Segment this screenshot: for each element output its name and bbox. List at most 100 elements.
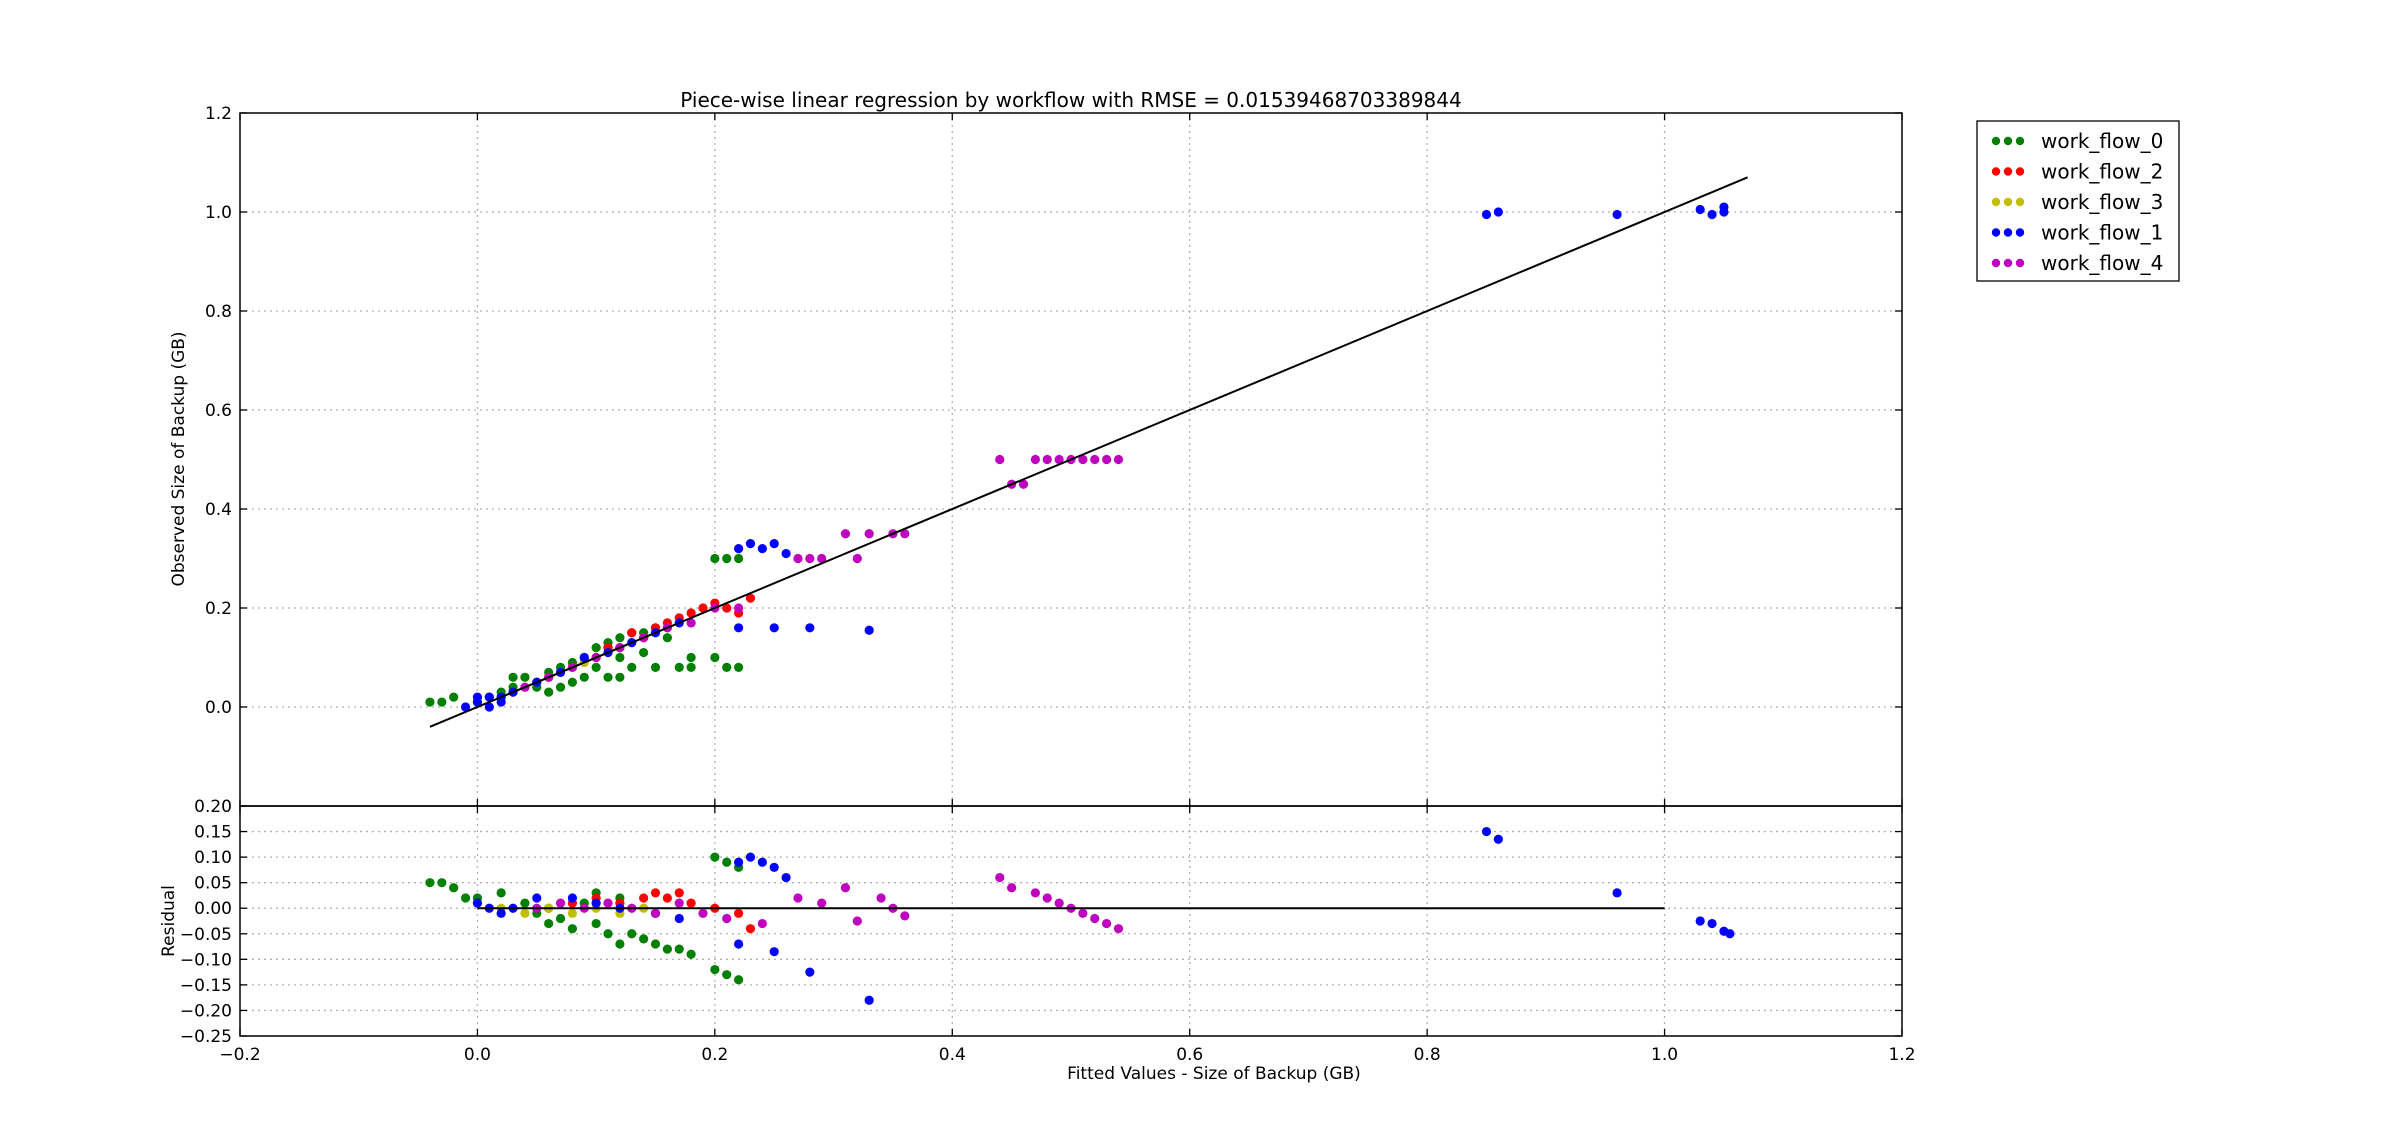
residual-point-work_flow_0 [674, 944, 684, 954]
residual-point-work_flow_4 [817, 898, 827, 908]
residual-point-work_flow_4 [1090, 913, 1100, 924]
residual-x-axis-label: Fitted Values - Size of Backup (GB) [1067, 1064, 1361, 1084]
residual-point-work_flow_2 [686, 898, 696, 908]
regression-point-work_flow_4 [1113, 454, 1124, 465]
regression-point-work_flow_4 [805, 553, 815, 564]
regression-point-work_flow_1 [484, 692, 494, 702]
regression-y-tick-label: 0.4 [205, 500, 232, 520]
regression-series-work_flow_4 [520, 454, 1124, 692]
residual-plot-frame [239, 805, 1903, 1037]
residual-point-work_flow_2 [639, 893, 649, 903]
residual-point-work_flow_0 [460, 893, 471, 903]
legend-marker [2015, 167, 2025, 176]
residual-point-work_flow_0 [639, 934, 649, 944]
x-tick-label: 0.0 [464, 1045, 491, 1065]
residual-point-work_flow_1 [532, 893, 542, 903]
residual-point-work_flow_0 [722, 970, 732, 980]
residual-point-work_flow_0 [567, 924, 578, 934]
regression-point-work_flow_0 [579, 672, 589, 682]
residual-point-work_flow_2 [650, 888, 661, 898]
legend-marker [2003, 167, 2013, 176]
residual-point-work_flow_1 [757, 857, 767, 867]
regression-point-work_flow_2 [745, 593, 756, 603]
regression-point-work_flow_1 [757, 544, 767, 554]
legend-marker [2015, 197, 2025, 207]
residual-point-work_flow_0 [627, 929, 637, 939]
regression-point-work_flow_4 [864, 529, 874, 539]
regression-point-work_flow_1 [1707, 209, 1717, 220]
residual-point-work_flow_4 [1042, 893, 1052, 903]
regression-point-work_flow_1 [805, 623, 815, 633]
residual-point-work_flow_4 [1078, 908, 1088, 918]
regression-point-work_flow_1 [864, 625, 874, 635]
regression-point-work_flow_4 [1018, 479, 1029, 489]
residual-point-work_flow_2 [662, 893, 672, 903]
legend-marker [1991, 167, 2001, 176]
residual-y-tick-label: 0.20 [194, 797, 232, 817]
legend-item-work_flow_2: work_flow_2 [1991, 160, 2163, 184]
residual-point-work_flow_0 [710, 964, 720, 975]
legend-marker [1991, 197, 2001, 207]
regression-point-work_flow_4 [900, 529, 910, 539]
x-tick-label: 1.2 [1888, 1045, 1915, 1065]
legend-label: work_flow_3 [2041, 190, 2163, 214]
residual-point-work_flow_4 [1102, 918, 1112, 929]
residual-point-work_flow_4 [650, 908, 661, 918]
residual-point-work_flow_0 [555, 913, 566, 924]
chart-title: Piece-wise linear regression by workflow… [680, 88, 1461, 112]
regression-y-ticks: 0.0 0.2 0.4 0.6 0.8 1.0 1.2 [205, 104, 232, 718]
regression-point-work_flow_4 [686, 618, 696, 628]
regression-point-work_flow_0 [686, 662, 696, 673]
regression-point-work_flow_0 [686, 652, 696, 663]
regression-point-work_flow_2 [627, 628, 637, 638]
residual-point-work_flow_0 [520, 898, 530, 908]
residual-y-axis-label: Residual [159, 885, 179, 957]
residual-point-work_flow_4 [900, 911, 910, 921]
residual-y-tick-label: −0.15 [180, 976, 232, 996]
regression-point-work_flow_1 [734, 623, 744, 633]
residual-point-work_flow_1 [769, 862, 779, 872]
regression-point-work_flow_1 [769, 539, 779, 549]
residual-y-ticks: −0.25 −0.20 −0.15 −0.10 −0.05 0.00 0.05 0.10 0.1… [180, 797, 232, 1047]
residual-point-work_flow_0 [496, 888, 506, 898]
residual-point-work_flow_4 [555, 898, 566, 908]
residual-point-work_flow_1 [1695, 916, 1705, 926]
regression-point-work_flow_0 [544, 687, 554, 697]
regression-point-work_flow_1 [472, 692, 483, 702]
residual-point-work_flow_4 [674, 898, 684, 908]
legend-item-work_flow_1: work_flow_1 [1991, 221, 2163, 245]
regression-point-work_flow_1 [734, 544, 744, 554]
regression-point-work_flow_1 [769, 623, 779, 633]
residual-x-ticks: −0.2 0.0 0.2 0.4 0.6 0.8 1.0 1.2 [219, 1045, 1915, 1065]
residual-y-tick-label: −0.10 [180, 950, 232, 970]
regression-point-work_flow_0 [615, 672, 625, 682]
legend-marker [2003, 228, 2013, 237]
residual-point-work_flow_4 [876, 893, 886, 903]
regression-point-work_flow_0 [722, 553, 732, 564]
x-tick-label: 0.6 [1176, 1045, 1203, 1065]
residual-point-work_flow_1 [745, 852, 756, 862]
legend-marker [1991, 228, 2001, 237]
residual-point-work_flow_0 [662, 944, 672, 954]
regression-point-work_flow_4 [817, 553, 827, 564]
regression-point-work_flow_0 [615, 633, 625, 643]
residual-point-work_flow_0 [544, 918, 554, 929]
residual-y-tick-label: 0.00 [194, 899, 232, 919]
residual-point-work_flow_0 [650, 939, 661, 949]
residual-panel: −0.25 −0.20 −0.15 −0.10 −0.05 0.00 0.05 0.10 0.1… [159, 797, 1916, 1084]
residual-y-tick-label: 0.05 [194, 874, 232, 894]
residual-point-work_flow_4 [793, 893, 803, 903]
residual-point-work_flow_1 [781, 872, 791, 883]
x-tick-label: 1.0 [1651, 1045, 1678, 1065]
regression-point-work_flow_0 [591, 662, 601, 673]
regression-point-work_flow_1 [460, 702, 471, 712]
legend-item-work_flow_0: work_flow_0 [1991, 129, 2163, 153]
residual-y-tick-label: −0.25 [180, 1027, 232, 1047]
residual-point-work_flow_0 [603, 929, 613, 939]
regression-point-work_flow_4 [793, 553, 803, 564]
x-tick-label: 0.4 [939, 1045, 966, 1065]
residual-point-work_flow_1 [496, 908, 506, 918]
residual-y-tick-label: −0.20 [180, 1001, 232, 1021]
residual-point-work_flow_4 [603, 898, 613, 908]
